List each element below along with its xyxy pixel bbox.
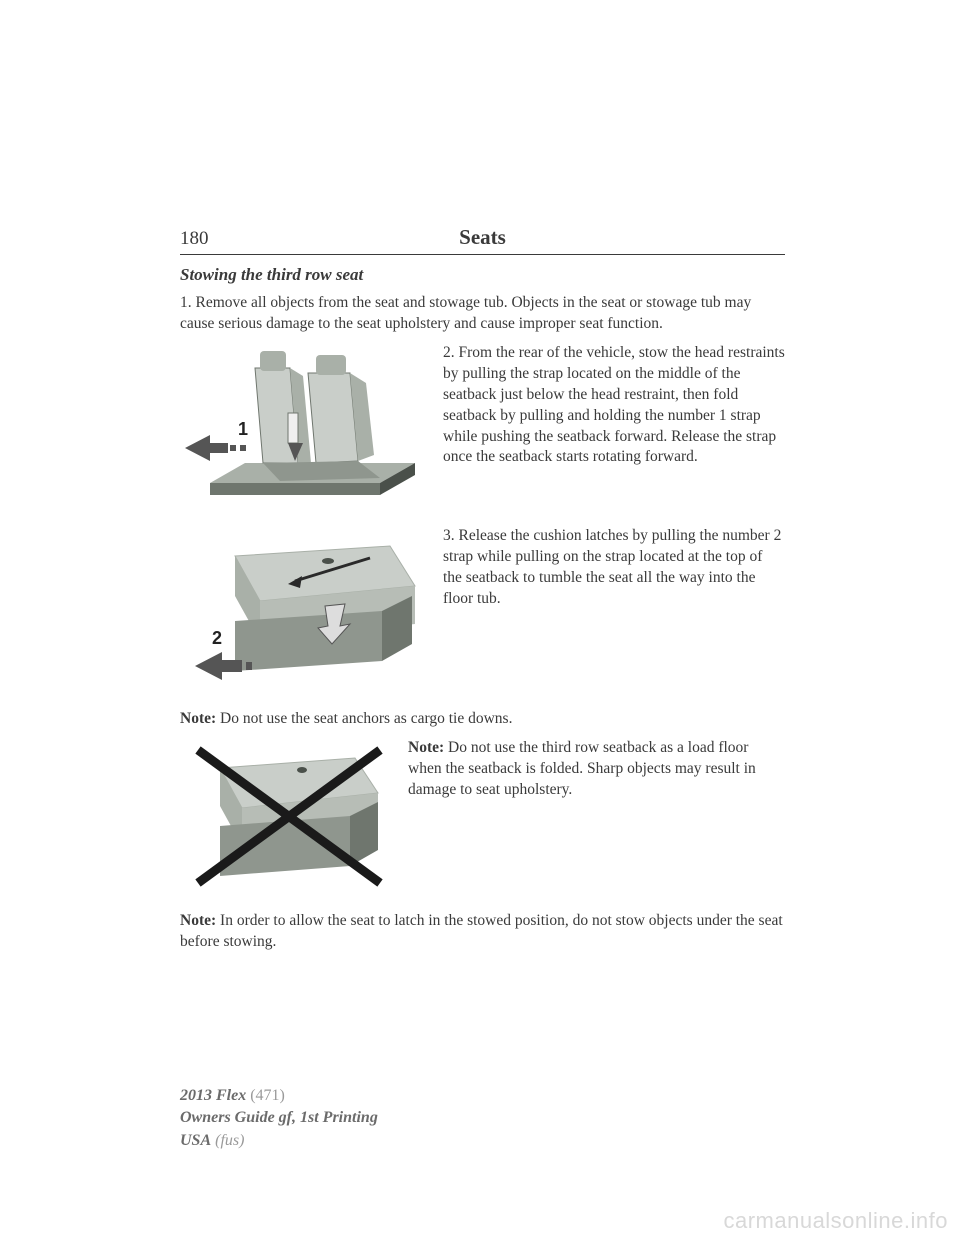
watermark: carmanualsonline.info (723, 1208, 948, 1234)
step-2-text: 2. From the rear of the vehicle, stow th… (443, 343, 785, 508)
seat-upright-icon: 1 (180, 343, 425, 508)
page-number: 180 (180, 228, 230, 250)
note-1-text: Do not use the seat anchors as cargo tie… (216, 710, 512, 727)
seat-crossed-icon (180, 738, 390, 893)
note-3-prefix: Note: (180, 912, 216, 929)
figure-3 (180, 738, 390, 893)
footer-line-1: 2013 Flex (471) (180, 1085, 378, 1107)
manual-page: 180 Seats Stowing the third row seat 1. … (0, 0, 960, 1242)
note-2: Note: Do not use the third row seatback … (408, 738, 785, 893)
footer-line-2: Owners Guide gf, 1st Printing (180, 1107, 378, 1129)
figure-2-callout: 2 (212, 628, 222, 648)
step-3-block: 2 3. Release the cushion latches by pull… (180, 526, 785, 691)
footer-region-code: (fus) (211, 1132, 244, 1149)
figure-2: 2 (180, 526, 425, 691)
page-footer: 2013 Flex (471) Owners Guide gf, 1st Pri… (180, 1085, 378, 1152)
seat-folded-icon: 2 (180, 526, 425, 691)
footer-line-3: USA (fus) (180, 1130, 378, 1152)
step-3-text: 3. Release the cushion latches by pullin… (443, 526, 785, 691)
note-2-prefix: Note: (408, 739, 444, 756)
note-2-block: Note: Do not use the third row seatback … (180, 738, 785, 893)
chapter-title: Seats (230, 225, 735, 250)
note-1: Note: Do not use the seat anchors as car… (180, 709, 785, 730)
footer-model-name: 2013 Flex (180, 1087, 246, 1104)
step-1-text: 1. Remove all objects from the seat and … (180, 293, 785, 335)
page-header: 180 Seats (180, 225, 785, 255)
figure-1-callout: 1 (238, 419, 248, 439)
note-3: Note: In order to allow the seat to latc… (180, 911, 785, 953)
step-2-block: 1 2. From the rear of the vehicle, stow … (180, 343, 785, 508)
section-subheading: Stowing the third row seat (180, 265, 785, 285)
figure-1: 1 (180, 343, 425, 508)
footer-region: USA (180, 1132, 211, 1149)
note-3-text: In order to allow the seat to latch in t… (180, 912, 783, 950)
note-2-text: Do not use the third row seatback as a l… (408, 739, 756, 798)
note-1-prefix: Note: (180, 710, 216, 727)
footer-model-code: (471) (246, 1087, 285, 1104)
